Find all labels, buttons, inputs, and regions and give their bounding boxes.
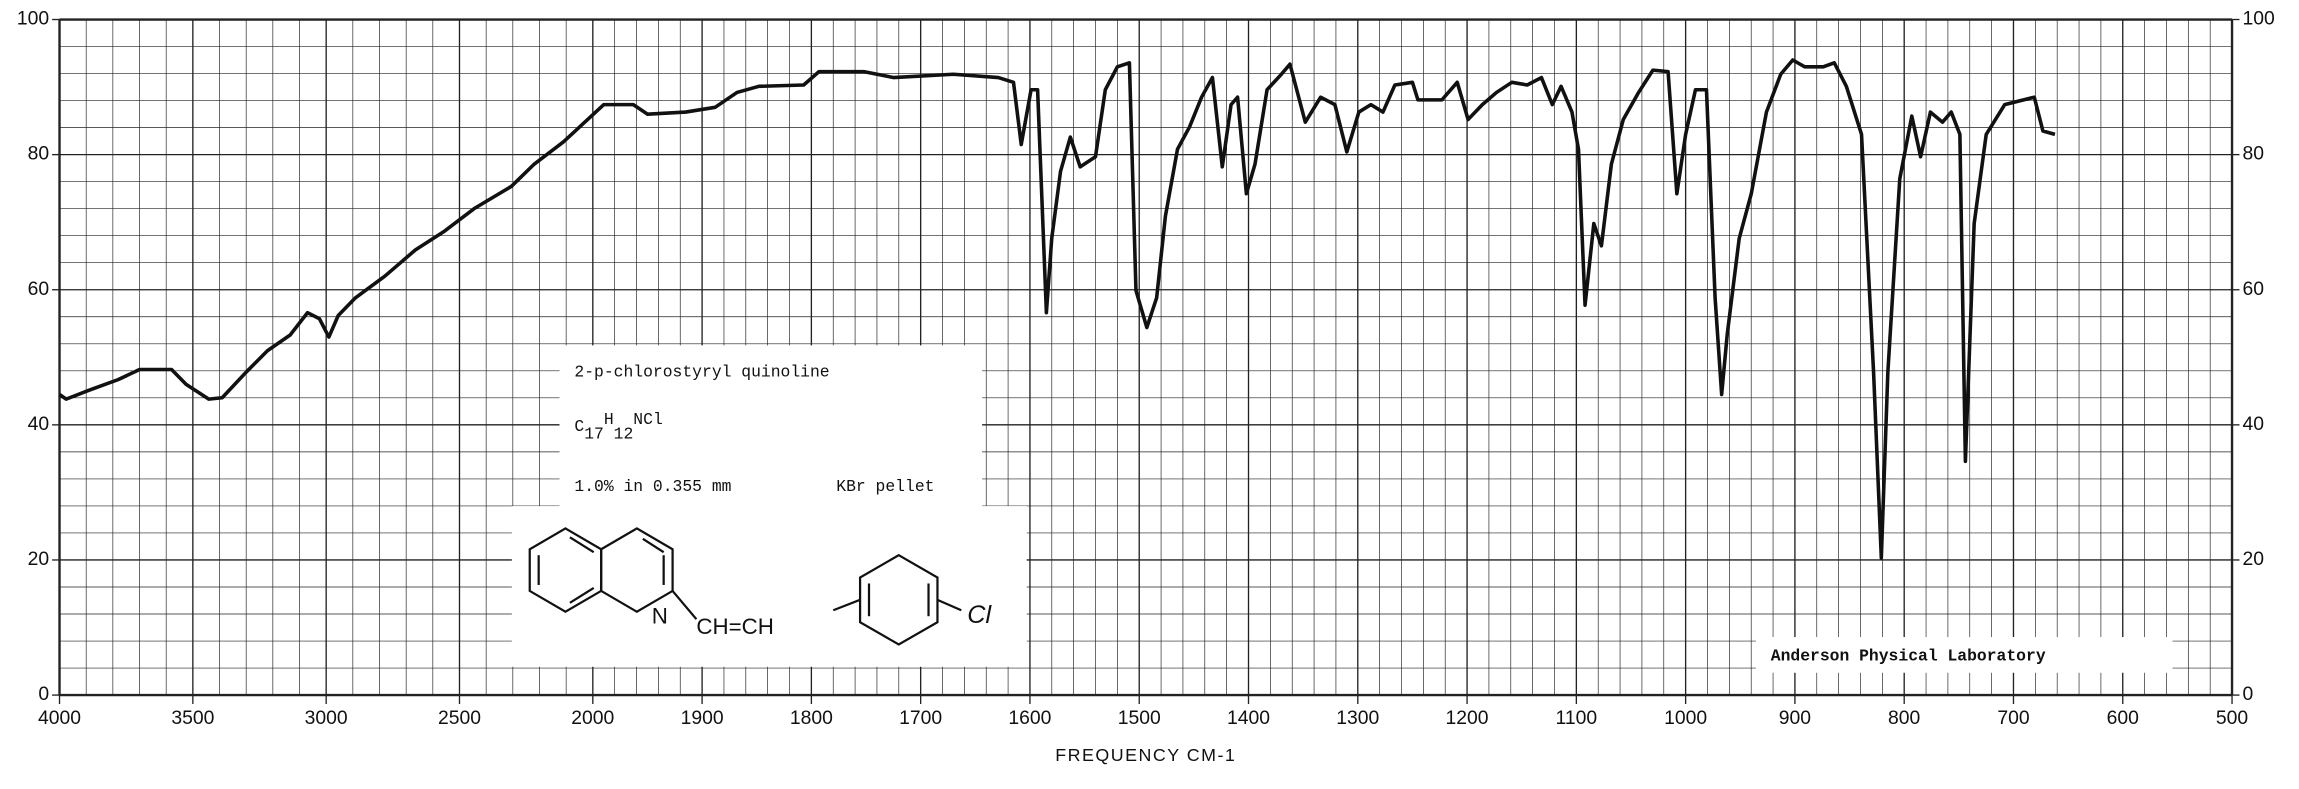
x-tick-label: 1800 <box>790 707 833 729</box>
annotation-box: 2-p-chlorostyryl quinoline C17H12NCl 1.0… <box>511 345 2173 673</box>
lab-box <box>1755 637 2173 673</box>
label-box <box>559 345 983 510</box>
y-tick-label: 80 <box>28 143 49 165</box>
y-tick-label: 40 <box>28 413 49 435</box>
x-tick-label: 1100 <box>1556 707 1598 729</box>
x-tick-label: 900 <box>1779 707 1811 729</box>
y2-tick-label: 40 <box>2242 413 2264 435</box>
y2-tick-label: 100 <box>2242 8 2274 30</box>
y-tick-label: 0 <box>38 683 49 705</box>
y2-tick-label: 60 <box>2242 278 2264 300</box>
x-tick-label: 600 <box>2107 707 2139 729</box>
y-tick-label: 100 <box>17 8 49 30</box>
formula: C17H12NCl <box>574 410 662 444</box>
x-axis-title: FREQUENCY CM-1 <box>1055 745 1236 765</box>
y-tick-label: 20 <box>28 548 49 570</box>
x-tick-label: 500 <box>2216 707 2248 729</box>
spectrum-line <box>58 58 2056 560</box>
x-tick-label: 1400 <box>1227 707 1270 729</box>
formula-part: 12 <box>614 425 634 444</box>
trace-layer <box>58 58 2056 560</box>
sample-info: 1.0% in 0.355 mm <box>574 477 731 496</box>
atom-label: Cl <box>967 601 992 629</box>
structure-drawing <box>528 527 962 646</box>
y2-tick-label: 80 <box>2242 143 2264 165</box>
x-tick-label: 1500 <box>1118 707 1161 729</box>
x-tick-label: 700 <box>1997 707 2029 729</box>
compound-name: 2-p-chlorostyryl quinoline <box>574 363 829 382</box>
formula-part: C <box>574 418 584 437</box>
x-tick-label: 2000 <box>571 707 614 729</box>
formula-part: H <box>604 410 614 429</box>
y-tick-label: 60 <box>28 278 49 300</box>
x-tick-label: 1200 <box>1446 707 1489 729</box>
atom-label: N <box>652 604 668 629</box>
x-tick-label: 1900 <box>681 707 724 729</box>
atom-label: CH=CH <box>696 614 773 639</box>
x-tick-label: 3500 <box>171 707 214 729</box>
x-tick-label: 4000 <box>38 707 81 729</box>
lab-name: Anderson Physical Laboratory <box>1771 647 2046 666</box>
y2-tick-label: 20 <box>2242 548 2264 570</box>
x-tick-label: 1700 <box>899 707 942 729</box>
structure-box <box>511 506 1027 667</box>
x-tick-label: 3000 <box>305 707 348 729</box>
x-tick-label: 1300 <box>1336 707 1379 729</box>
method: KBr pellet <box>836 477 934 496</box>
formula-part: NCl <box>633 410 662 429</box>
formula-part: 17 <box>584 425 604 444</box>
x-tick-label: 2500 <box>438 707 481 729</box>
x-tick-label: 800 <box>1888 707 1920 729</box>
x-tick-label: 1600 <box>1008 707 1051 729</box>
x-tick-label: 1000 <box>1664 707 1707 729</box>
y2-tick-label: 0 <box>2242 683 2253 705</box>
